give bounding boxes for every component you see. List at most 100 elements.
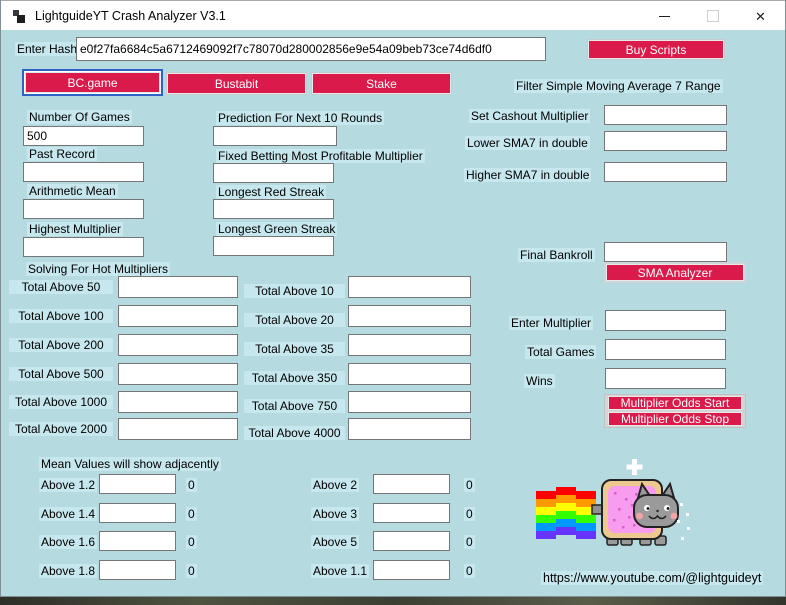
buy-scripts-button[interactable]: Buy Scripts bbox=[587, 39, 725, 60]
enter-multiplier-input[interactable] bbox=[605, 310, 726, 331]
enter-hash-label: Enter Hash bbox=[15, 42, 80, 56]
total-above-200-label: Total Above 200 bbox=[9, 338, 113, 352]
total-above-100-label: Total Above 100 bbox=[9, 309, 113, 323]
stake-button[interactable]: Stake bbox=[311, 72, 452, 95]
lower-sma7-input[interactable] bbox=[604, 131, 727, 151]
maximize-button[interactable] bbox=[690, 2, 735, 30]
set-cashout-multiplier-input[interactable] bbox=[604, 105, 727, 125]
above-1-2-result: 0 bbox=[186, 478, 197, 492]
longest-red-streak-input[interactable] bbox=[213, 199, 334, 219]
filter-sma-heading: Filter Simple Moving Average 7 Range bbox=[514, 79, 723, 93]
total-above-10-input[interactable] bbox=[348, 276, 471, 298]
total-above-4000-label: Total Above 4000 bbox=[244, 426, 345, 440]
total-above-750-label: Total Above 750 bbox=[244, 399, 345, 413]
total-above-1000-input[interactable] bbox=[118, 391, 238, 413]
app-icon bbox=[12, 9, 27, 24]
past-record-label: Past Record bbox=[27, 147, 98, 161]
arithmetic-mean-input[interactable] bbox=[23, 199, 144, 219]
multiplier-odds-start-button[interactable]: Multiplier Odds Start bbox=[608, 396, 742, 410]
total-above-350-input[interactable] bbox=[348, 363, 471, 385]
past-record-input[interactable] bbox=[23, 162, 144, 182]
total-above-2000-input[interactable] bbox=[118, 418, 238, 440]
hot-multipliers-heading: Solving For Hot Multipliers bbox=[26, 262, 171, 276]
above-5-label: Above 5 bbox=[311, 535, 360, 549]
fixed-betting-input[interactable] bbox=[213, 163, 334, 183]
higher-sma7-input[interactable] bbox=[604, 162, 727, 182]
multiplier-odds-stop-button[interactable]: Multiplier Odds Stop bbox=[608, 412, 742, 426]
arithmetic-mean-label: Arithmetic Mean bbox=[27, 184, 118, 198]
final-bankroll-input[interactable] bbox=[604, 242, 727, 262]
total-above-20-label: Total Above 20 bbox=[244, 313, 345, 327]
total-above-500-input[interactable] bbox=[118, 363, 238, 385]
number-of-games-label: Number Of Games bbox=[27, 110, 132, 124]
above-3-label: Above 3 bbox=[311, 507, 360, 521]
total-above-35-label: Total Above 35 bbox=[244, 342, 345, 356]
above-1-1-input[interactable] bbox=[373, 560, 450, 580]
bc-game-button[interactable]: BC.game bbox=[22, 69, 163, 96]
above-1-6-label: Above 1.6 bbox=[39, 535, 98, 549]
higher-sma7-label: Higher SMA7 in double bbox=[464, 168, 592, 182]
window-title: LightguideYT Crash Analyzer V3.1 bbox=[35, 9, 226, 23]
nyan-cat-image bbox=[536, 459, 690, 546]
close-button[interactable]: ✕ bbox=[738, 2, 783, 30]
above-2-input[interactable] bbox=[373, 474, 450, 494]
above-1-8-label: Above 1.8 bbox=[39, 564, 98, 578]
number-of-games-input[interactable] bbox=[23, 126, 144, 146]
above-1-6-input[interactable] bbox=[99, 531, 176, 551]
close-icon: ✕ bbox=[755, 8, 766, 24]
above-1-4-input[interactable] bbox=[99, 503, 176, 523]
total-above-50-input[interactable] bbox=[118, 276, 238, 298]
above-3-result: 0 bbox=[464, 507, 475, 521]
sprinkles bbox=[613, 492, 638, 529]
above-5-result: 0 bbox=[464, 535, 475, 549]
above-1-6-result: 0 bbox=[186, 535, 197, 549]
sma-analyzer-button[interactable]: SMA Analyzer bbox=[604, 262, 746, 283]
total-above-50-label: Total Above 50 bbox=[9, 280, 113, 294]
total-above-10-label: Total Above 10 bbox=[244, 284, 345, 298]
total-above-500-label: Total Above 500 bbox=[9, 367, 113, 381]
wins-input[interactable] bbox=[605, 368, 726, 389]
total-games-input[interactable] bbox=[605, 339, 726, 360]
bustabit-button[interactable]: Bustabit bbox=[166, 72, 307, 95]
longest-green-streak-input[interactable] bbox=[213, 236, 334, 256]
above-1-4-result: 0 bbox=[186, 507, 197, 521]
titlebar[interactable]: LightguideYT Crash Analyzer V3.1 ✕ bbox=[1, 0, 785, 30]
hash-input[interactable] bbox=[76, 37, 546, 61]
above-1-8-input[interactable] bbox=[99, 560, 176, 580]
fixed-betting-label: Fixed Betting Most Profitable Multiplier bbox=[216, 149, 425, 163]
longest-green-streak-label: Longest Green Streak bbox=[216, 222, 338, 236]
sparkle-icons bbox=[626, 459, 690, 540]
cat-head bbox=[633, 481, 679, 528]
above-1-8-result: 0 bbox=[186, 564, 197, 578]
prediction-label: Prediction For Next 10 Rounds bbox=[216, 111, 385, 125]
total-games-label: Total Games bbox=[525, 345, 597, 359]
above-3-input[interactable] bbox=[373, 503, 450, 523]
above-1-1-label: Above 1.1 bbox=[311, 564, 370, 578]
above-1-2-input[interactable] bbox=[99, 474, 176, 494]
enter-multiplier-label: Enter Multiplier bbox=[509, 316, 594, 330]
above-1-2-label: Above 1.2 bbox=[39, 478, 98, 492]
total-above-750-input[interactable] bbox=[348, 391, 471, 413]
total-above-1000-label: Total Above 1000 bbox=[9, 395, 113, 409]
above-2-result: 0 bbox=[464, 478, 475, 492]
total-above-350-label: Total Above 350 bbox=[244, 371, 345, 385]
total-above-35-input[interactable] bbox=[348, 334, 471, 356]
final-bankroll-label: Final Bankroll bbox=[518, 248, 595, 262]
total-above-4000-input[interactable] bbox=[348, 418, 471, 440]
above-5-input[interactable] bbox=[373, 531, 450, 551]
lower-sma7-label: Lower SMA7 in double bbox=[465, 136, 590, 150]
prediction-input[interactable] bbox=[213, 126, 337, 146]
wins-label: Wins bbox=[524, 374, 555, 388]
total-above-200-input[interactable] bbox=[118, 334, 238, 356]
above-2-label: Above 2 bbox=[311, 478, 360, 492]
highest-multiplier-label: Highest Multiplier bbox=[27, 222, 124, 236]
total-above-2000-label: Total Above 2000 bbox=[9, 422, 113, 436]
total-above-20-input[interactable] bbox=[348, 305, 471, 327]
set-cashout-multiplier-label: Set Cashout Multiplier bbox=[469, 109, 591, 123]
rainbow-tail-icon bbox=[536, 487, 596, 539]
mean-values-heading: Mean Values will show adjacently bbox=[39, 457, 221, 471]
minimize-button[interactable] bbox=[642, 2, 687, 30]
total-above-100-input[interactable] bbox=[118, 305, 238, 327]
highest-multiplier-input[interactable] bbox=[23, 237, 144, 257]
